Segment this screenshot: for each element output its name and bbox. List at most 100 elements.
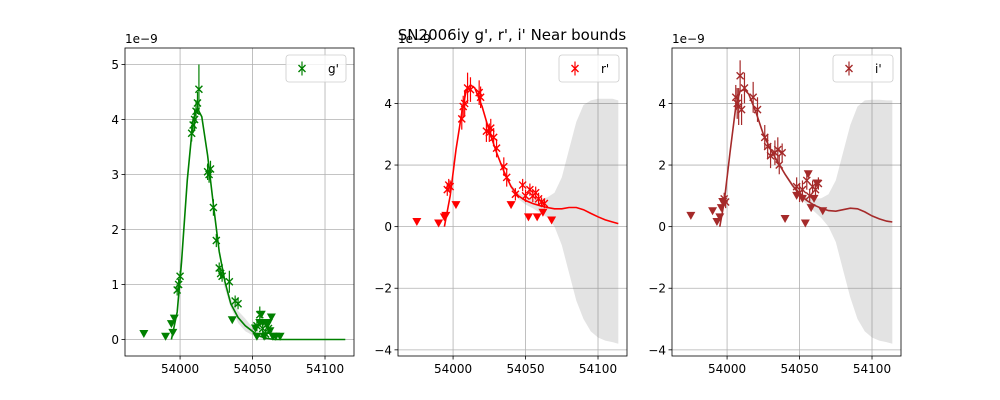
legend-marker	[571, 64, 579, 73]
y-tick-label: −4	[374, 343, 392, 357]
data-point	[264, 323, 273, 334]
data-point	[209, 199, 218, 216]
data-point	[255, 306, 264, 323]
x-tick-label: 54100	[853, 362, 891, 376]
x-marker	[174, 280, 183, 289]
legend: r'	[558, 54, 620, 83]
data-point	[476, 86, 485, 109]
plot-area	[412, 72, 619, 344]
plot-area	[139, 64, 346, 341]
x-marker	[187, 129, 196, 138]
data-point	[511, 188, 520, 201]
upper-limit-marker	[266, 313, 276, 322]
y-tick-label: −4	[648, 343, 666, 357]
data-point	[174, 279, 183, 290]
y-tick-label: 0	[658, 220, 666, 234]
x-marker	[457, 114, 466, 123]
data-point	[775, 155, 784, 175]
subplot-3: 54000 54050 54100 −4 −2 0 2 4 1e−9 i'	[648, 32, 902, 376]
x-marker	[466, 85, 475, 94]
x-marker	[492, 144, 501, 153]
upper-limit-marker	[809, 194, 819, 203]
upper-limit-marker	[275, 332, 285, 341]
data-point	[721, 195, 730, 209]
x-marker	[798, 185, 807, 194]
data-point	[194, 64, 203, 114]
model-curve	[170, 106, 346, 341]
legend-marker	[298, 64, 306, 73]
upper-limit-marker	[169, 314, 179, 323]
x-marker	[190, 115, 199, 124]
x-marker	[802, 176, 811, 185]
upper-limit-marker	[800, 219, 810, 228]
y-tick-label: 2	[658, 159, 666, 173]
upper-limit-marker	[547, 216, 557, 225]
x-marker	[252, 321, 261, 330]
data-point	[805, 189, 814, 202]
y-tick-label: −2	[374, 282, 392, 296]
x-marker	[775, 161, 784, 170]
data-point	[521, 189, 530, 202]
data-point	[187, 125, 196, 142]
x-marker	[805, 191, 814, 200]
upper-limit-marker	[139, 330, 149, 338]
x-marker	[225, 277, 234, 286]
upper-limit-marker	[806, 204, 816, 213]
data-point	[176, 270, 185, 282]
upper-limit-marker	[434, 219, 444, 228]
upper-limit-marker	[818, 207, 828, 216]
upper-limit-marker	[166, 320, 176, 329]
upper-limit-marker	[256, 310, 266, 319]
x-marker	[212, 236, 221, 245]
legend-box	[285, 54, 347, 83]
subplot-2: 54000 54050 54100 −4 −2 0 2 4 1e−9 r'	[374, 32, 628, 376]
data-point	[798, 180, 807, 199]
data-point	[475, 80, 484, 105]
subplot-1: 54000 54050 54100 0 1 2 3 4 5 1e−9 g'	[111, 32, 355, 376]
x-marker	[736, 71, 745, 80]
legend: i'	[832, 54, 894, 83]
x-marker	[753, 105, 762, 114]
data-point	[749, 81, 758, 113]
offset-label: 1e−9	[672, 32, 705, 46]
x-marker	[766, 151, 775, 160]
axes-frame	[124, 47, 355, 357]
x-marker	[778, 148, 787, 157]
x-marker	[540, 199, 549, 208]
upper-limit-marker	[716, 204, 726, 213]
upper-limit-marker	[168, 328, 178, 337]
x-marker	[740, 84, 749, 93]
data-point	[814, 177, 823, 190]
data-point	[502, 168, 511, 187]
subplots: 54000 54050 54100 0 1 2 3 4 5 1e−9 g' 54000 54050 541…	[111, 32, 902, 376]
upper-limit-marker	[451, 201, 461, 210]
upper-limit-marker	[523, 213, 533, 222]
legend-label: g'	[328, 62, 339, 76]
offset-label: 1e−9	[125, 32, 158, 46]
upper-limit-marker	[715, 213, 725, 222]
upper-limit-marker	[780, 214, 790, 223]
x-marker	[721, 198, 730, 206]
axes-frame	[671, 47, 902, 357]
x-marker	[502, 173, 511, 182]
data-point	[766, 143, 775, 169]
x-tick-label: 54050	[780, 362, 818, 376]
y-tick-label: −2	[648, 282, 666, 296]
upper-limit-marker	[538, 208, 548, 217]
upper-limit-marker	[506, 201, 516, 210]
x-marker	[234, 299, 243, 308]
y-tick-label: 0	[111, 333, 119, 347]
data-point	[212, 233, 221, 248]
legend: g'	[285, 54, 347, 83]
upper-limit-marker	[812, 179, 822, 188]
data-point	[540, 198, 549, 209]
data-point	[225, 270, 234, 293]
legend-label: i'	[875, 62, 882, 76]
upper-limit-marker	[686, 211, 696, 220]
x-marker	[511, 190, 520, 199]
data-point	[206, 160, 215, 178]
x-marker	[475, 88, 484, 97]
x-tick-label: 54050	[506, 362, 544, 376]
x-marker	[264, 324, 273, 333]
